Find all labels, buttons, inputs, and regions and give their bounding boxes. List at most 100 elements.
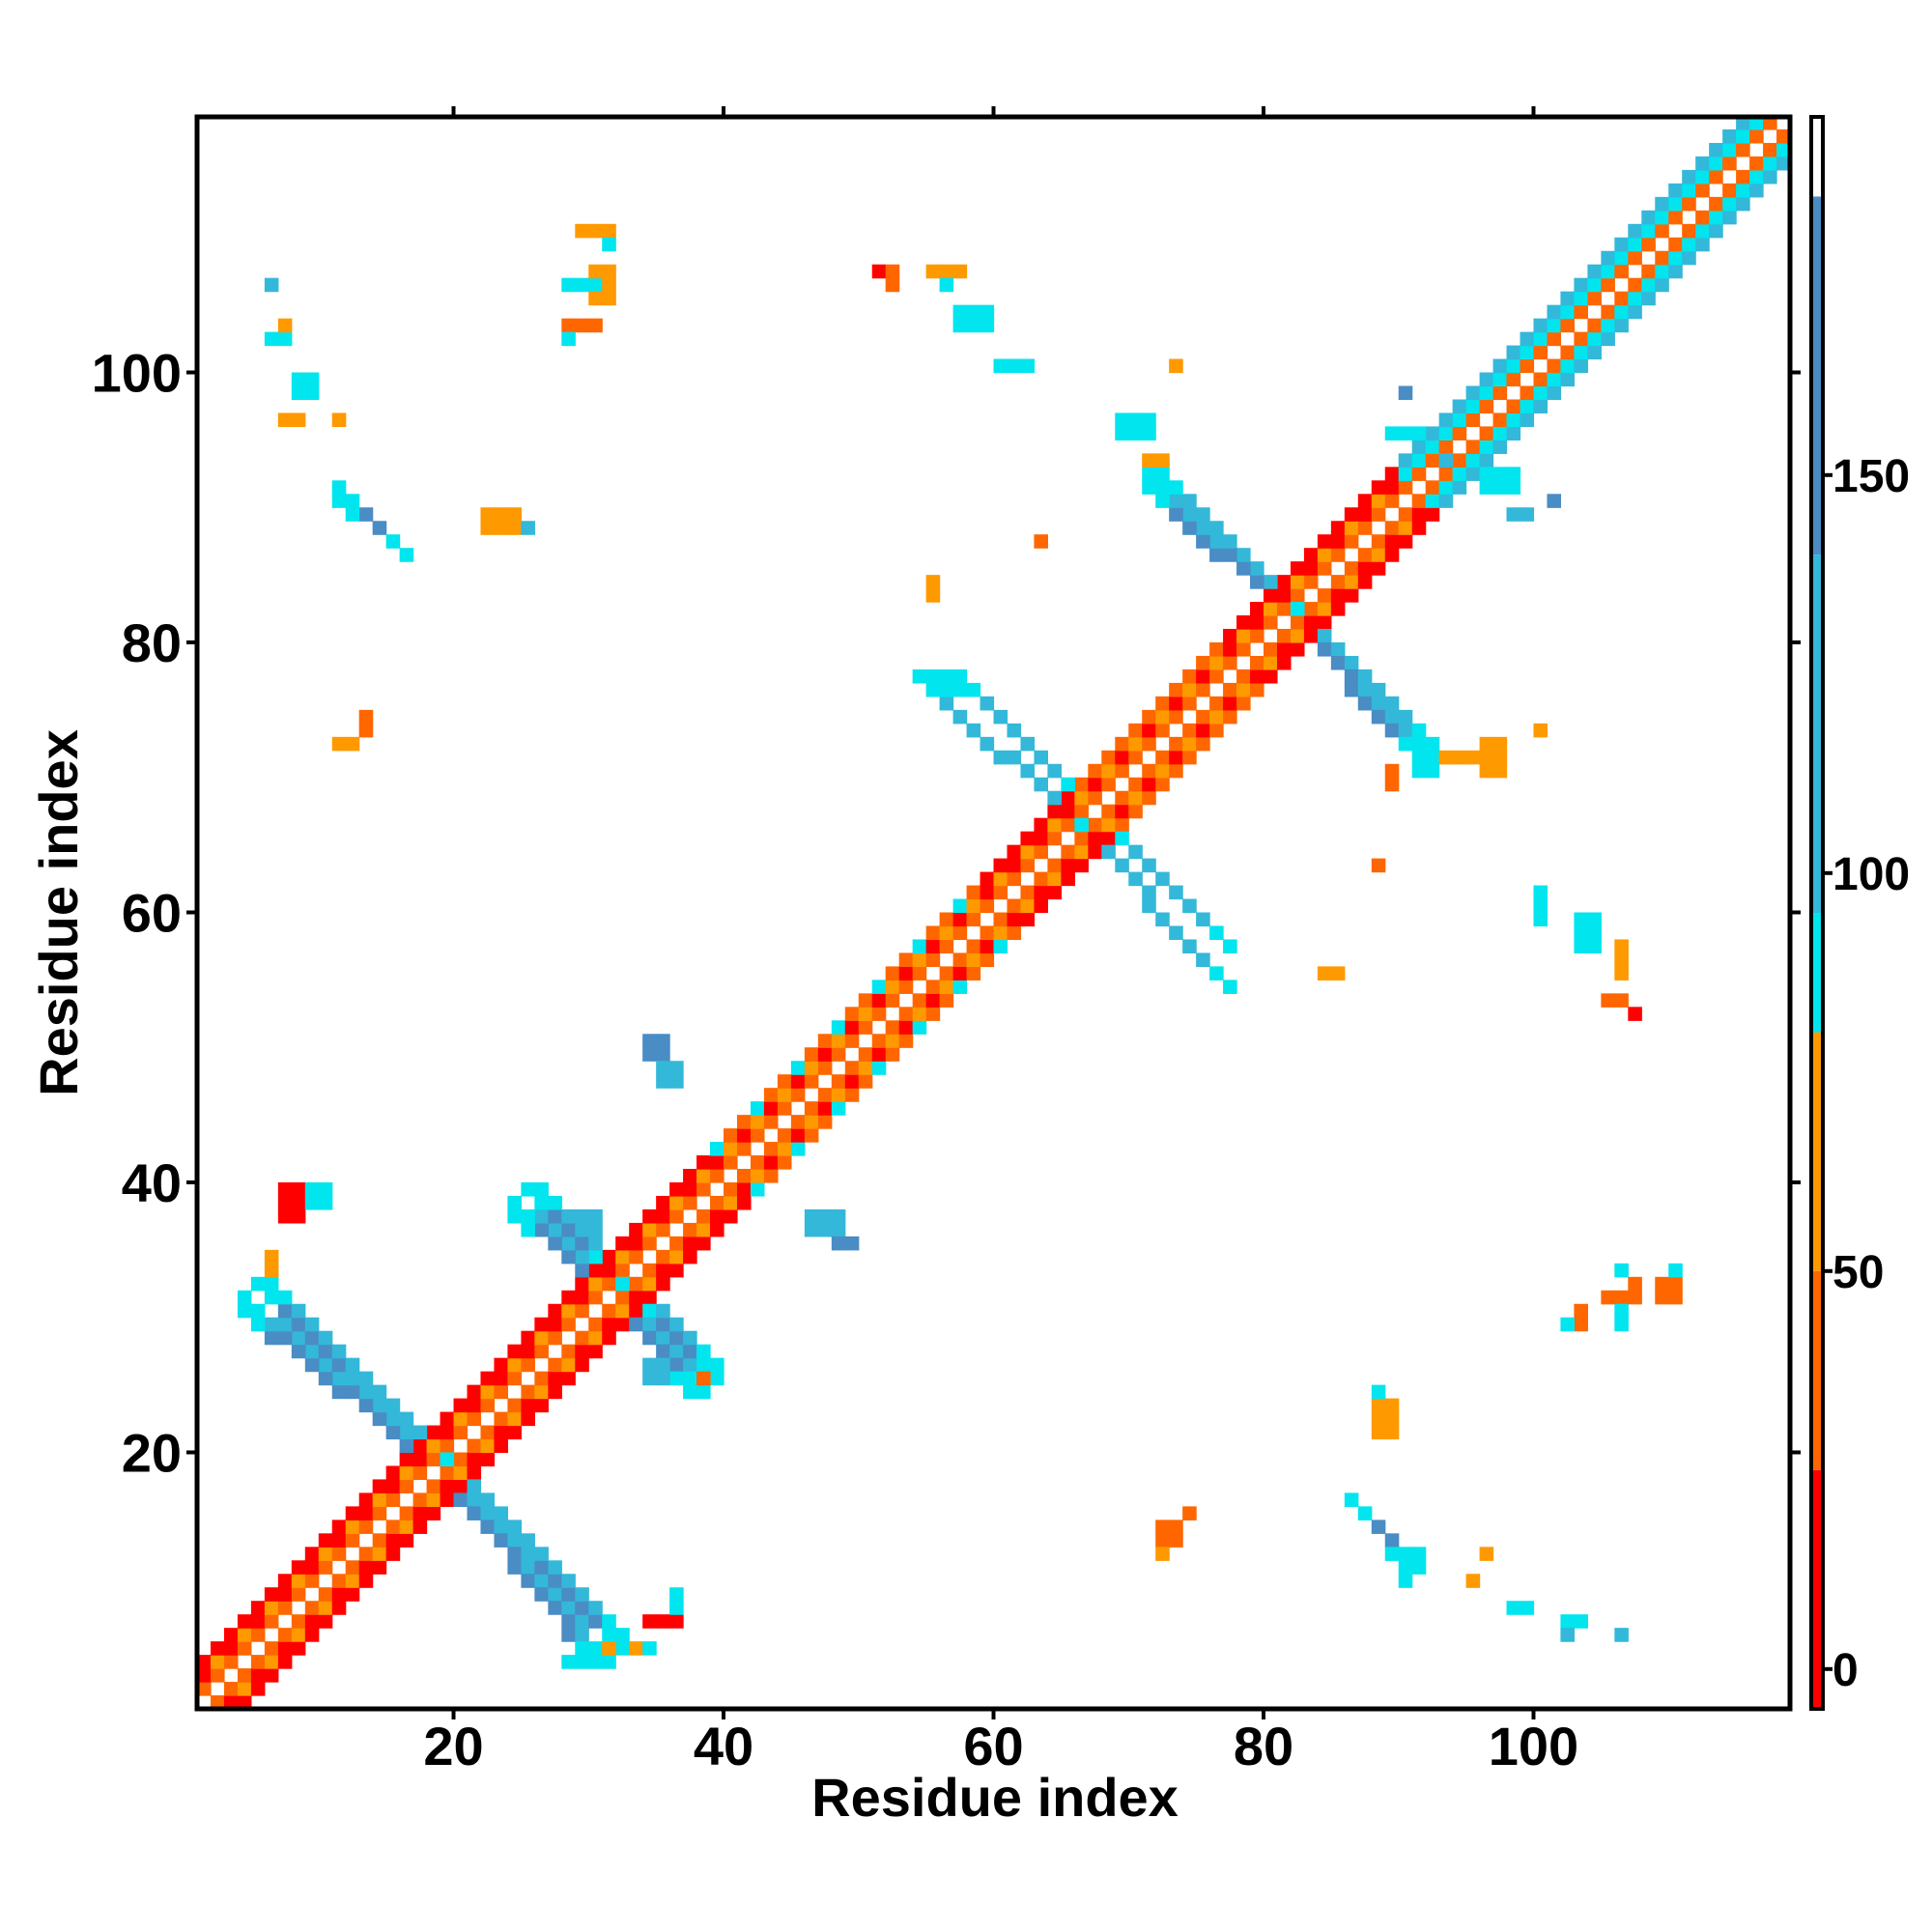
strand-cell — [480, 1506, 495, 1520]
diagonal-cell — [480, 1426, 495, 1440]
contact-cell — [1560, 1614, 1575, 1629]
diagonal-cell — [575, 1304, 589, 1319]
strand-cell — [615, 1641, 630, 1656]
diagonal-cell — [1209, 642, 1224, 657]
diagonal-cell — [967, 966, 981, 980]
strand-cell — [332, 480, 347, 495]
strand-cell — [1034, 751, 1048, 765]
diagonal-cell — [859, 1061, 873, 1075]
diagonal-cell — [1520, 385, 1535, 400]
diagonal-cell — [373, 1492, 387, 1507]
contact-cell — [818, 1223, 833, 1237]
contact-cell — [1480, 1547, 1494, 1561]
contact-cell — [1169, 359, 1183, 374]
diagonal-cell — [251, 1628, 266, 1642]
contact-cell — [926, 265, 941, 279]
diagonal-cell — [1115, 791, 1129, 806]
diagonal-cell — [1439, 480, 1454, 495]
diagonal-cell — [467, 1399, 481, 1413]
diagonal-cell — [1020, 886, 1035, 900]
diagonal-cell — [1587, 332, 1602, 347]
diagonal-cell — [602, 1250, 616, 1264]
diagonal-cell — [1547, 373, 1561, 387]
diagonal-cell — [1277, 575, 1292, 589]
diagonal-cell — [359, 1492, 374, 1507]
strand-cell — [507, 1533, 522, 1548]
strand-cell — [588, 1601, 603, 1615]
diagonal-cell — [1291, 629, 1305, 643]
strand-cell — [305, 1358, 320, 1373]
diagonal-cell — [1574, 359, 1588, 374]
diagonal-cell — [940, 925, 954, 940]
contact-cell — [305, 385, 320, 400]
diagonal-cell — [967, 899, 981, 914]
diagonal-cell — [967, 886, 981, 900]
diagonal-cell — [440, 1479, 455, 1493]
diagonal-cell — [278, 1641, 293, 1656]
strand-cell — [980, 696, 995, 711]
diagonal-cell — [805, 1074, 819, 1089]
diagonal-cell — [332, 1520, 347, 1534]
contact-cell — [292, 1209, 306, 1224]
diagonal-cell — [1358, 507, 1373, 522]
diagonal-cell — [683, 1169, 697, 1183]
diagonal-cell — [1749, 156, 1764, 171]
y-tick-label: 20 — [122, 1422, 182, 1483]
strand-cell — [1115, 832, 1129, 846]
diagonal-cell — [1304, 615, 1319, 630]
strand-cell — [534, 1587, 549, 1602]
strand-cell — [413, 1426, 428, 1440]
strand-cell — [548, 1574, 562, 1588]
diagonal-cell — [1155, 764, 1170, 779]
diagonal-cell — [1196, 724, 1210, 738]
diagonal-cell — [994, 872, 1009, 887]
diagonal-cell — [211, 1668, 225, 1683]
diagonal-cell — [940, 980, 954, 994]
diagonal-cell — [1061, 805, 1075, 819]
diagonal-cell — [292, 1587, 306, 1602]
diagonal-cell — [251, 1655, 266, 1669]
strand-cell — [521, 1560, 535, 1575]
diagonal-cell — [967, 952, 981, 967]
contact-cell — [1533, 899, 1548, 914]
diagonal-cell — [602, 1331, 616, 1346]
diagonal-cell — [454, 1465, 469, 1480]
diagonal-cell — [1372, 561, 1386, 576]
diagonal-cell — [615, 1264, 630, 1278]
diagonal-cell — [1250, 669, 1264, 684]
strand-cell — [575, 1264, 589, 1278]
contact-cell — [669, 1061, 684, 1075]
diagonal-cell — [1115, 764, 1129, 779]
contact-cell — [1155, 1533, 1170, 1548]
diagonal-cell — [454, 1412, 469, 1427]
diagonal-cell — [386, 1533, 401, 1548]
strand-cell — [1399, 737, 1413, 752]
diagonal-cell — [1453, 467, 1467, 481]
strand-cell — [683, 1385, 697, 1400]
diagonal-cell — [454, 1452, 469, 1466]
contact-cell — [1155, 453, 1170, 468]
contact-cell — [1560, 1318, 1575, 1332]
strand-cell — [507, 1547, 522, 1561]
contact-cell — [561, 319, 576, 333]
contact-cell — [1169, 1520, 1183, 1534]
contact-cell — [1399, 426, 1413, 440]
diagonal-cell — [440, 1412, 455, 1427]
strand-cell — [346, 1358, 360, 1373]
diagonal-cell — [413, 1520, 428, 1534]
strand-cell — [319, 1372, 333, 1386]
diagonal-cell — [561, 1291, 576, 1305]
strand-cell — [548, 1209, 562, 1224]
diagonal-cell — [1196, 737, 1210, 752]
diagonal-cell — [548, 1358, 562, 1373]
contact-cell — [602, 265, 616, 279]
diagonal-cell — [994, 925, 1009, 940]
diagonal-cell — [1101, 751, 1116, 765]
diagonal-cell — [548, 1318, 562, 1332]
diagonal-cell — [656, 1209, 670, 1224]
contact-cell — [561, 332, 576, 347]
strand-cell — [373, 1412, 387, 1427]
diagonal-cell — [859, 993, 873, 1008]
strand-cell — [494, 1506, 508, 1520]
diagonal-cell — [588, 1331, 603, 1346]
